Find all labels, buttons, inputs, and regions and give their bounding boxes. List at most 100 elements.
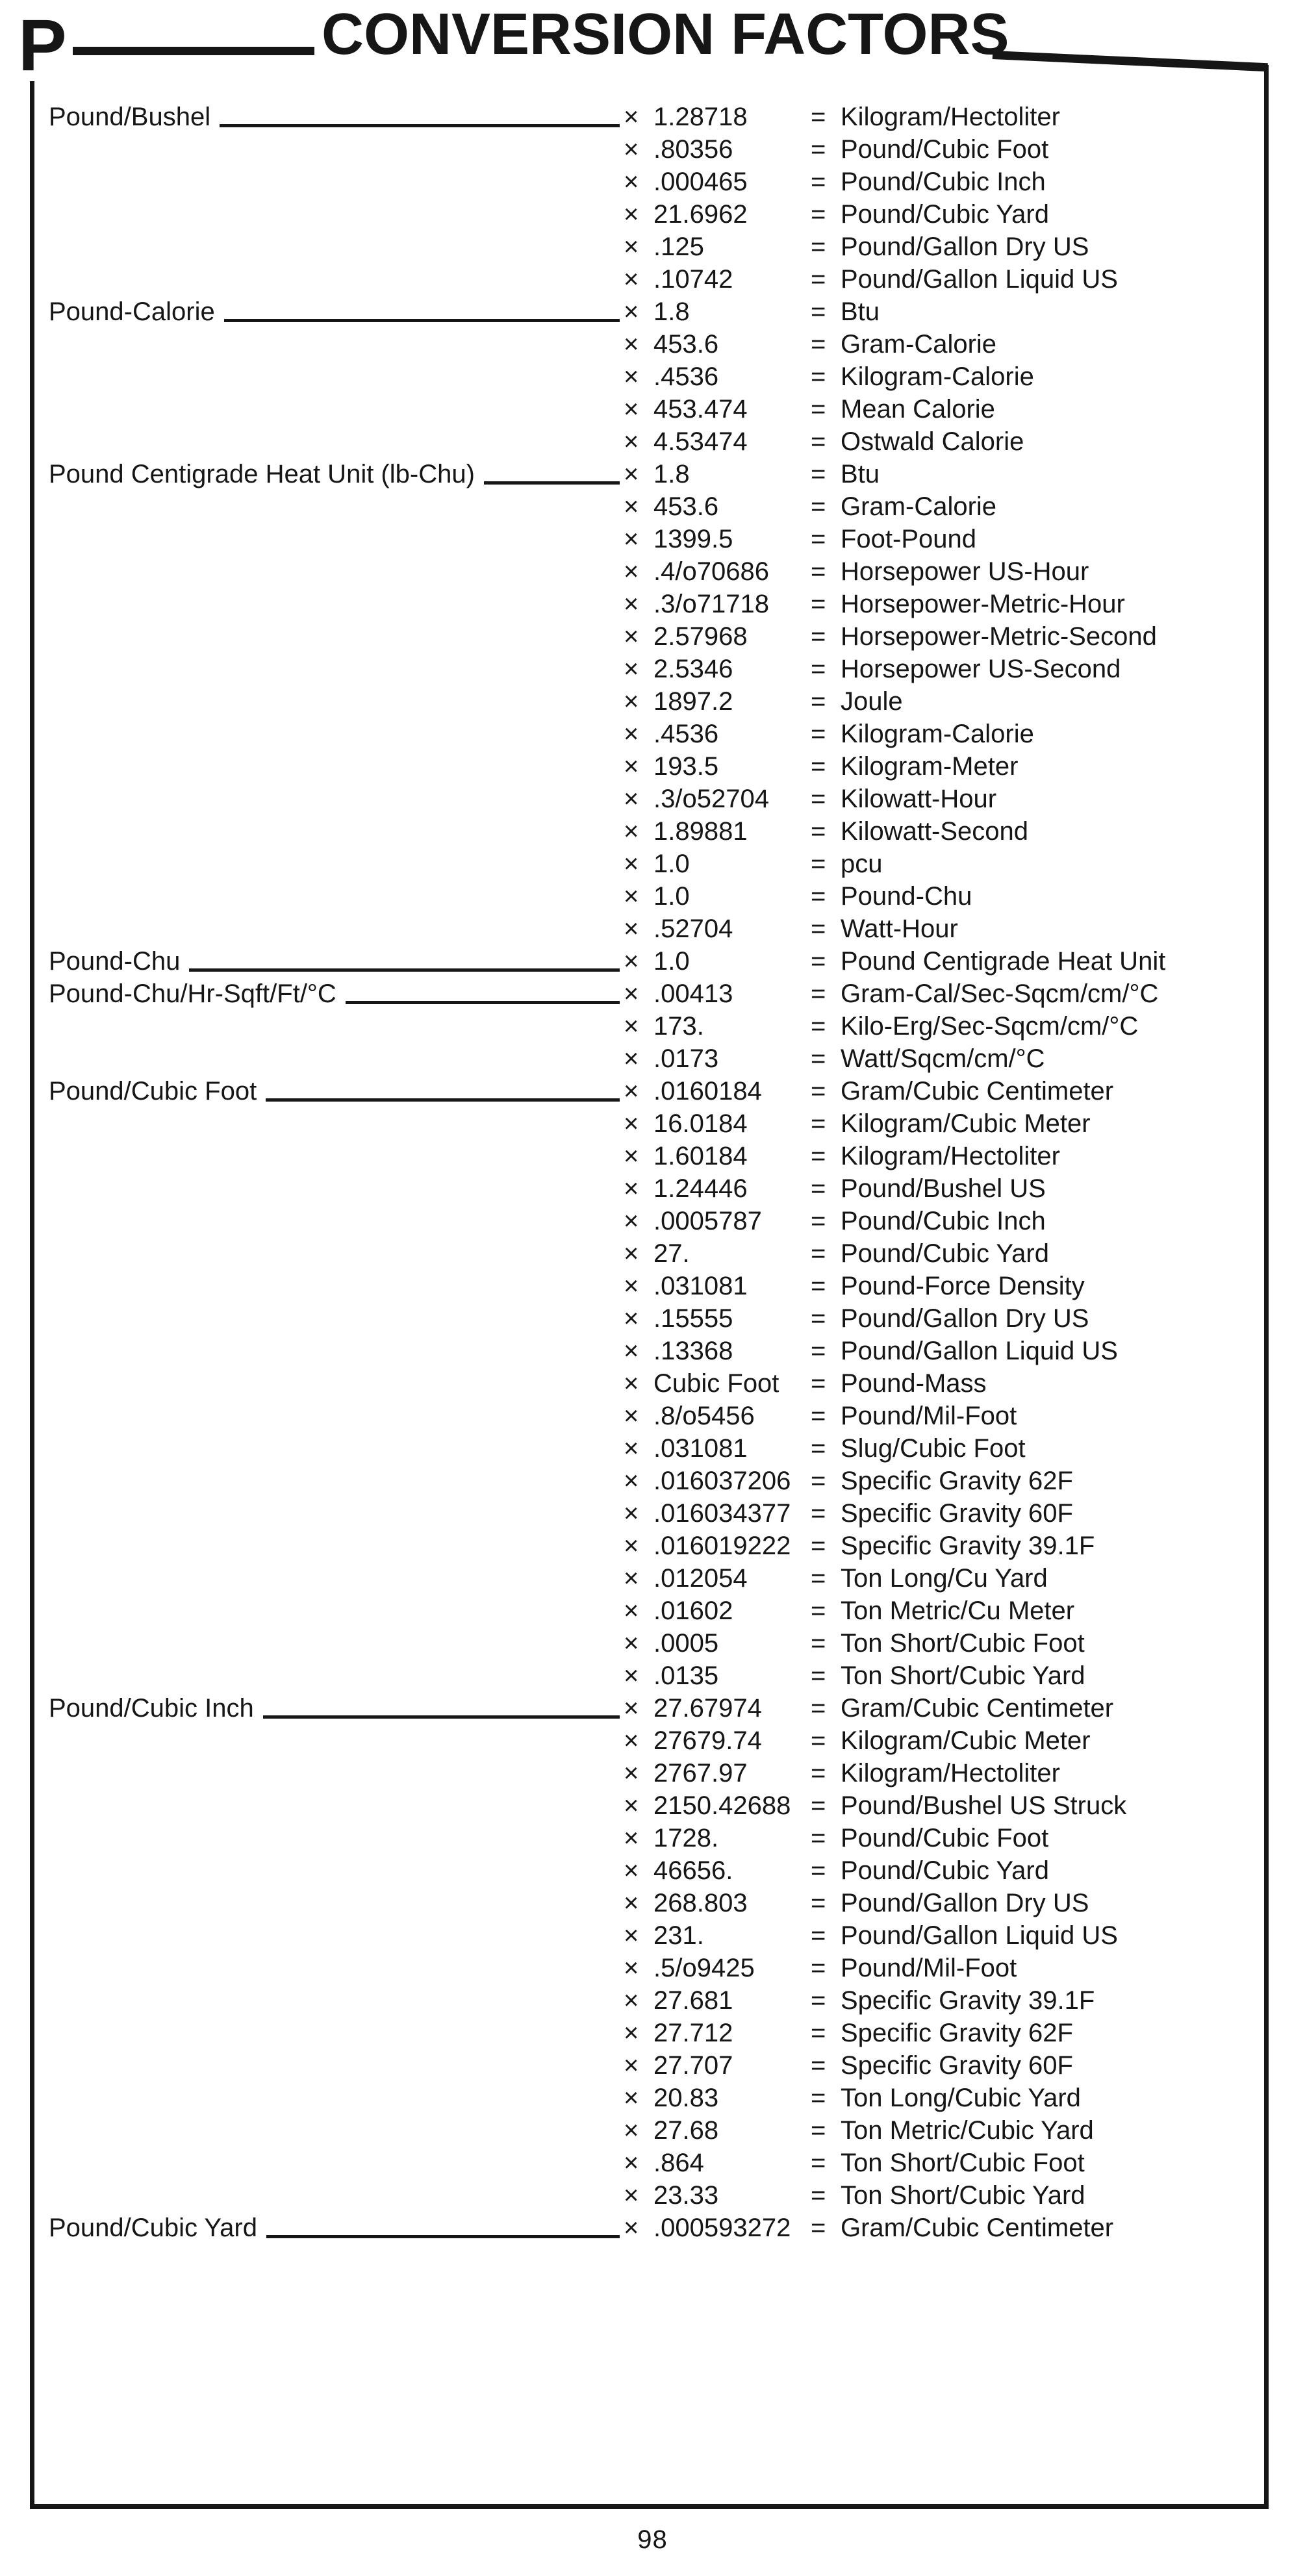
times-symbol: × xyxy=(624,1856,639,1885)
row-label-cell: Pound/Cubic Inch xyxy=(49,1692,624,1724)
label-leader-line xyxy=(189,968,620,972)
factor-value: .80356 xyxy=(653,135,733,164)
equals-symbol: = xyxy=(811,1726,826,1755)
equals-symbol: = xyxy=(811,492,826,521)
unit-label: Specific Gravity 60F xyxy=(841,1499,1073,1528)
conversion-row: × 1.0 = Pound-Chu xyxy=(49,880,1237,913)
equals-symbol: = xyxy=(811,817,826,846)
factor-value: .4/o70686 xyxy=(653,557,769,586)
factor-value: 2.5346 xyxy=(653,655,733,683)
label-leader-line xyxy=(220,124,620,127)
factor-value: .000593272 xyxy=(653,2214,791,2242)
times-symbol: × xyxy=(624,200,639,229)
equals-symbol: = xyxy=(811,622,826,651)
unit-label: Kilo-Erg/Sec-Sqcm/cm/°C xyxy=(841,1012,1139,1041)
factor-value: .00413 xyxy=(653,979,733,1008)
conversion-row: × 2.57968 = Horsepower-Metric-Second xyxy=(49,620,1237,653)
row-label-cell: Pound/Bushel xyxy=(49,101,624,133)
conversion-row: × 193.5 = Kilogram-Meter xyxy=(49,750,1237,783)
conversion-row: Pound/Bushel × 1.28718 = Kilogram/Hectol… xyxy=(49,101,1237,133)
factor-value: .000465 xyxy=(653,168,748,196)
times-symbol: × xyxy=(624,979,639,1008)
conversion-row: × 2.5346 = Horsepower US-Second xyxy=(49,653,1237,685)
conversion-row: × .016034377 = Specific Gravity 60F xyxy=(49,1497,1237,1530)
equals-symbol: = xyxy=(811,1012,826,1041)
equals-symbol: = xyxy=(811,687,826,716)
unit-label: Gram/Cubic Centimeter xyxy=(841,1077,1114,1105)
equals-symbol: = xyxy=(811,1077,826,1105)
equals-symbol: = xyxy=(811,395,826,423)
factor-value: 27.67974 xyxy=(653,1694,762,1723)
factor-value: .125 xyxy=(653,233,704,261)
equals-symbol: = xyxy=(811,525,826,553)
factor-value: 1728. xyxy=(653,1824,719,1852)
unit-label: Specific Gravity 39.1F xyxy=(841,1532,1095,1560)
unit-label: Ton Short/Cubic Yard xyxy=(841,2181,1085,2210)
conversion-row: × .125 = Pound/Gallon Dry US xyxy=(49,231,1237,263)
conversion-row: × .4/o70686 = Horsepower US-Hour xyxy=(49,555,1237,588)
times-symbol: × xyxy=(624,2214,639,2242)
equals-symbol: = xyxy=(811,2019,826,2047)
conversion-row: × 453.6 = Gram-Calorie xyxy=(49,328,1237,360)
conversion-row: × 23.33 = Ton Short/Cubic Yard xyxy=(49,2179,1237,2212)
unit-label: Horsepower-Metric-Second xyxy=(841,622,1157,651)
conversion-row: × 1.0 = pcu xyxy=(49,848,1237,880)
times-symbol: × xyxy=(624,1726,639,1755)
equals-symbol: = xyxy=(811,882,826,911)
times-symbol: × xyxy=(624,2181,639,2210)
equals-symbol: = xyxy=(811,427,826,456)
conversion-row: Pound/Cubic Yard × .000593272 = Gram/Cub… xyxy=(49,2212,1237,2244)
row-label: Pound/Cubic Foot xyxy=(49,1077,257,1105)
factor-value: .3/o52704 xyxy=(653,785,769,813)
times-symbol: × xyxy=(624,720,639,748)
factor-value: 1.0 xyxy=(653,882,690,911)
conversion-row: × .52704 = Watt-Hour xyxy=(49,913,1237,945)
factor-value: .52704 xyxy=(653,915,733,943)
unit-label: Ton Long/Cubic Yard xyxy=(841,2084,1081,2112)
equals-symbol: = xyxy=(811,1369,826,1398)
unit-label: Ton Metric/Cubic Yard xyxy=(841,2116,1094,2145)
times-symbol: × xyxy=(624,362,639,391)
unit-label: Slug/Cubic Foot xyxy=(841,1434,1026,1463)
times-symbol: × xyxy=(624,1629,639,1658)
unit-label: Kilogram-Meter xyxy=(841,752,1019,781)
unit-label: Specific Gravity 62F xyxy=(841,2019,1073,2047)
times-symbol: × xyxy=(624,1174,639,1203)
conversion-row: Pound-Chu/Hr-Sqft/Ft/°C × .00413 = Gram-… xyxy=(49,978,1237,1010)
unit-label: Joule xyxy=(841,687,903,716)
factor-value: .016019222 xyxy=(653,1532,791,1560)
equals-symbol: = xyxy=(811,1694,826,1723)
equals-symbol: = xyxy=(811,1337,826,1365)
label-leader-line xyxy=(223,319,620,322)
unit-label: Pound/Cubic Yard xyxy=(841,200,1049,229)
times-symbol: × xyxy=(624,1304,639,1333)
times-symbol: × xyxy=(624,492,639,521)
unit-label: Specific Gravity 39.1F xyxy=(841,1986,1095,2015)
factor-value: 21.6962 xyxy=(653,200,748,229)
conversion-row: × 453.474 = Mean Calorie xyxy=(49,393,1237,425)
conversion-row: × .0005787 = Pound/Cubic Inch xyxy=(49,1205,1237,1237)
unit-label: Watt-Hour xyxy=(841,915,958,943)
times-symbol: × xyxy=(624,2019,639,2047)
conversion-row: × 1399.5 = Foot-Pound xyxy=(49,523,1237,555)
conversion-row: × 4.53474 = Ostwald Calorie xyxy=(49,425,1237,458)
conversion-row: × .016019222 = Specific Gravity 39.1F xyxy=(49,1530,1237,1562)
equals-symbol: = xyxy=(811,1207,826,1235)
factor-value: .012054 xyxy=(653,1564,748,1593)
times-symbol: × xyxy=(624,1434,639,1463)
unit-label: Pound/Cubic Foot xyxy=(841,1824,1049,1852)
times-symbol: × xyxy=(624,590,639,618)
factor-value: 20.83 xyxy=(653,2084,719,2112)
times-symbol: × xyxy=(624,1759,639,1787)
equals-symbol: = xyxy=(811,1564,826,1593)
conversion-row: × .80356 = Pound/Cubic Foot xyxy=(49,133,1237,166)
factor-value: 27.712 xyxy=(653,2019,733,2047)
times-symbol: × xyxy=(624,1824,639,1852)
conversion-row: × 27.707 = Specific Gravity 60F xyxy=(49,2049,1237,2082)
times-symbol: × xyxy=(624,427,639,456)
equals-symbol: = xyxy=(811,1889,826,1917)
unit-label: Gram-Calorie xyxy=(841,492,997,521)
times-symbol: × xyxy=(624,1402,639,1430)
conversion-row: × .031081 = Slug/Cubic Foot xyxy=(49,1432,1237,1465)
equals-symbol: = xyxy=(811,1239,826,1268)
